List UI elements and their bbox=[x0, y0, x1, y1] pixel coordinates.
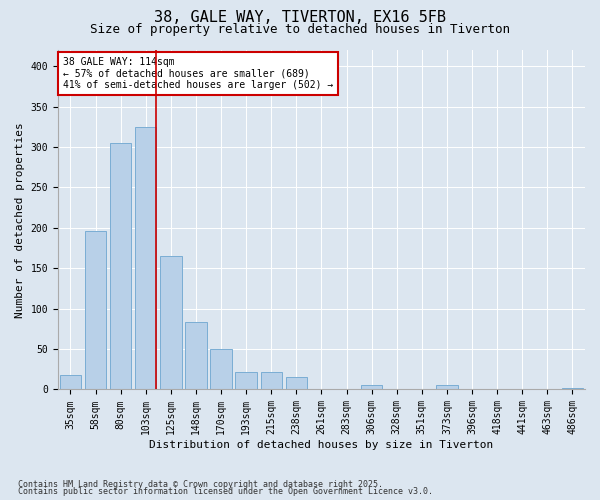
Bar bbox=[135, 127, 157, 390]
Text: 38 GALE WAY: 114sqm
← 57% of detached houses are smaller (689)
41% of semi-detac: 38 GALE WAY: 114sqm ← 57% of detached ho… bbox=[63, 57, 334, 90]
Y-axis label: Number of detached properties: Number of detached properties bbox=[15, 122, 25, 318]
Text: Contains public sector information licensed under the Open Government Licence v3: Contains public sector information licen… bbox=[18, 487, 433, 496]
Bar bbox=[361, 386, 382, 390]
Bar bbox=[110, 143, 131, 390]
Bar bbox=[160, 256, 182, 390]
Text: Size of property relative to detached houses in Tiverton: Size of property relative to detached ho… bbox=[90, 22, 510, 36]
Bar bbox=[260, 372, 282, 390]
Text: Contains HM Land Registry data © Crown copyright and database right 2025.: Contains HM Land Registry data © Crown c… bbox=[18, 480, 383, 489]
Bar bbox=[185, 322, 206, 390]
Bar bbox=[85, 231, 106, 390]
Bar bbox=[436, 386, 458, 390]
X-axis label: Distribution of detached houses by size in Tiverton: Distribution of detached houses by size … bbox=[149, 440, 494, 450]
Bar bbox=[562, 388, 583, 390]
Bar bbox=[211, 349, 232, 390]
Bar bbox=[60, 375, 81, 390]
Bar bbox=[235, 372, 257, 390]
Text: 38, GALE WAY, TIVERTON, EX16 5FB: 38, GALE WAY, TIVERTON, EX16 5FB bbox=[154, 10, 446, 25]
Bar bbox=[286, 378, 307, 390]
